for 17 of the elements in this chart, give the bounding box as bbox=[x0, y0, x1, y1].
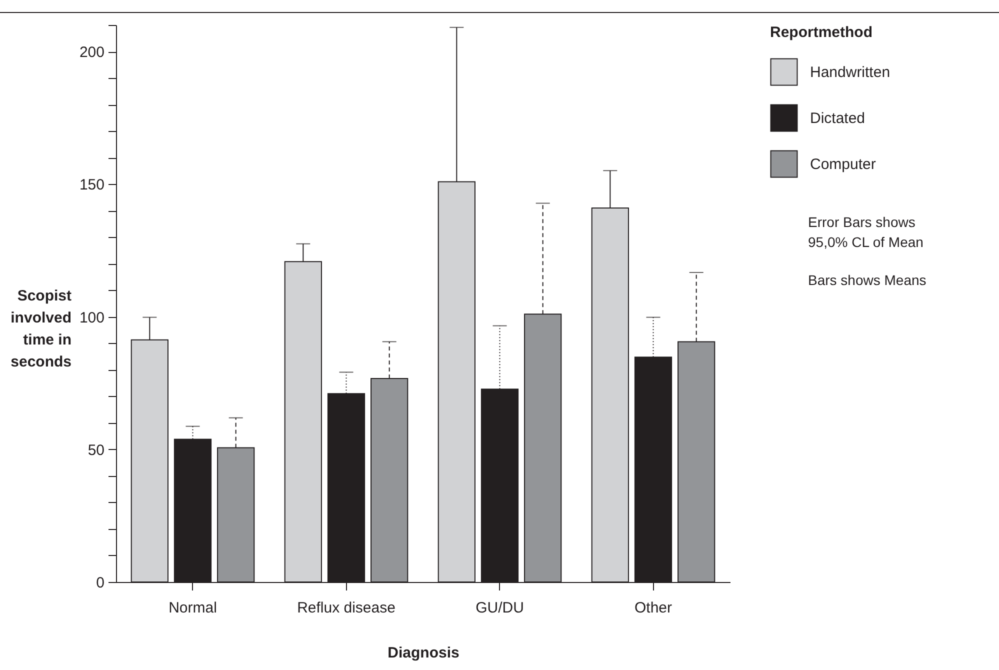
y-tick-label: 50 bbox=[88, 442, 104, 459]
x-tick-label: Normal bbox=[168, 600, 217, 616]
y-tick-label: 200 bbox=[79, 44, 104, 62]
x-tick-label: Other bbox=[634, 600, 672, 616]
legend-label: Computer bbox=[810, 156, 876, 173]
y-tick-label: 150 bbox=[79, 176, 104, 194]
y-tick-label: 0 bbox=[96, 574, 104, 592]
y-axis-title: Scopist involved time in seconds bbox=[10, 288, 72, 370]
y-tick-label: 100 bbox=[79, 309, 104, 326]
text: Error Bars shows 95,0% CL of Mean bbox=[808, 213, 924, 252]
x-tick-label: GU/DU bbox=[476, 600, 524, 616]
x-axis-title: Diagnosis bbox=[388, 644, 460, 662]
legend-title: Reportmethod bbox=[770, 24, 872, 41]
x-tick-label: Reflux disease bbox=[297, 600, 396, 616]
legend-label: Handwritten bbox=[810, 64, 890, 81]
legend-label: Dictated bbox=[810, 110, 866, 127]
text: Bars shows Means bbox=[808, 271, 928, 290]
